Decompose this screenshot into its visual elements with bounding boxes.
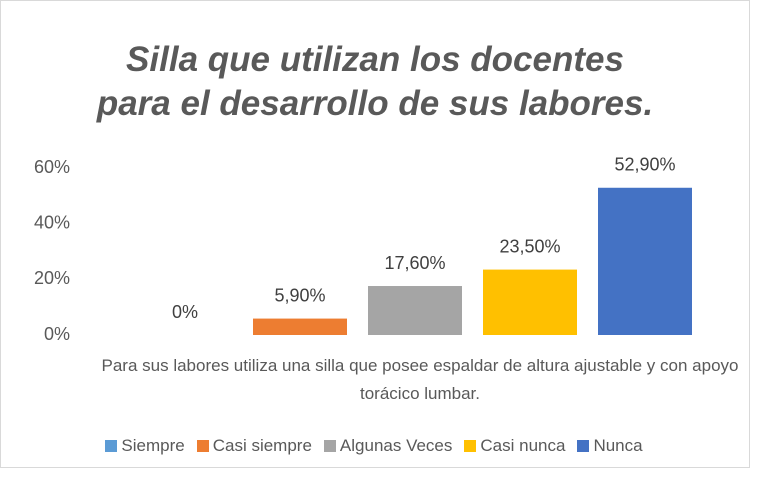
legend-label: Algunas Veces (339, 436, 453, 455)
legend-item: Algunas Veces (323, 436, 453, 456)
legend: Siempre Casi siempre Algunas Veces Casi nun… (0, 436, 748, 456)
x-category-label: Para sus labores utiliza una silla que p… (101, 356, 739, 403)
legend-label: Nunca (593, 436, 643, 455)
legend-item: Nunca (577, 436, 643, 456)
y-tick-label: 60% (34, 157, 70, 177)
bar (598, 187, 692, 335)
data-label: 0% (172, 302, 198, 322)
legend-swatch (196, 440, 209, 452)
legend-swatch (464, 440, 477, 452)
legend-swatch (577, 440, 590, 452)
legend-item: Casi siempre (196, 436, 312, 456)
legend-item: Casi nunca (464, 436, 565, 456)
legend-swatch (323, 440, 336, 452)
y-tick-label: 20% (34, 268, 70, 288)
chart-title: Silla que utilizan los docentes para el … (96, 40, 654, 123)
bar (483, 269, 577, 335)
y-tick-label: 40% (34, 212, 70, 232)
legend-label: Siempre (121, 436, 185, 455)
data-label: 23,50% (499, 236, 560, 256)
legend-item: Siempre (105, 436, 185, 456)
legend-label: Casi nunca (480, 436, 566, 455)
legend-label: Casi siempre (212, 436, 312, 455)
bar (253, 318, 347, 335)
bar (368, 286, 462, 335)
y-tick-label: 0% (44, 324, 70, 344)
data-label: 5,90% (274, 285, 325, 305)
data-label: 17,60% (384, 253, 445, 273)
legend-swatch (105, 440, 118, 452)
data-label: 52,90% (614, 155, 675, 175)
